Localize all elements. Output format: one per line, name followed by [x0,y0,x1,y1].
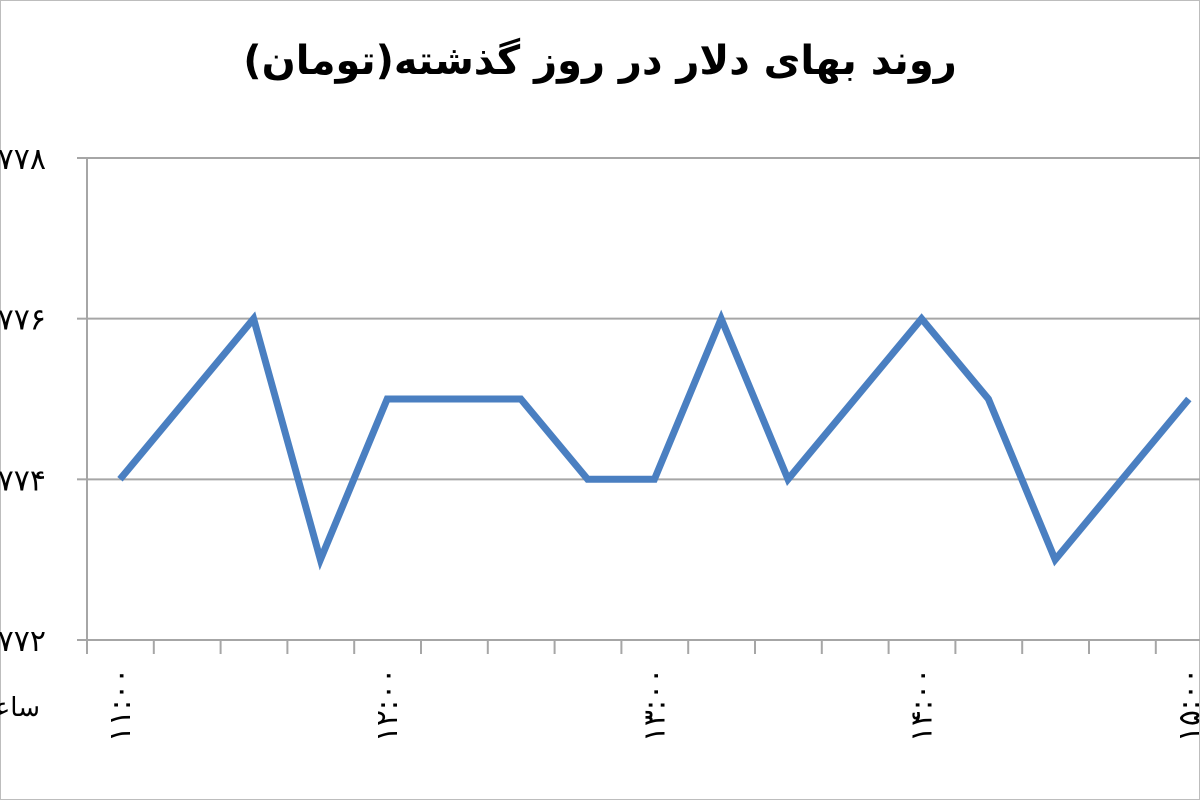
chart-title: روند بهای دلار در روز گذشته(تومان) [243,38,957,84]
x-tick-label: ۱۲:۰۰ [370,668,405,743]
y-tick-label: ۳۷۷۸ [0,142,46,177]
x-tick-label: ۱۳:۰۰ [637,668,672,743]
y-tick-label: ۳۷۷۲ [0,624,46,659]
x-axis-title: ساعت [0,693,40,723]
x-tick-label: ۱۵:۰۰ [1172,668,1200,743]
x-tick-label: ۱۱:۰۰ [103,668,138,743]
series-line [117,309,1192,571]
y-tick-label: ۳۷۷۴ [0,463,46,498]
y-tick-label: ۳۷۷۶ [0,303,46,338]
x-tick-label: ۱۴:۰۰ [905,668,940,743]
